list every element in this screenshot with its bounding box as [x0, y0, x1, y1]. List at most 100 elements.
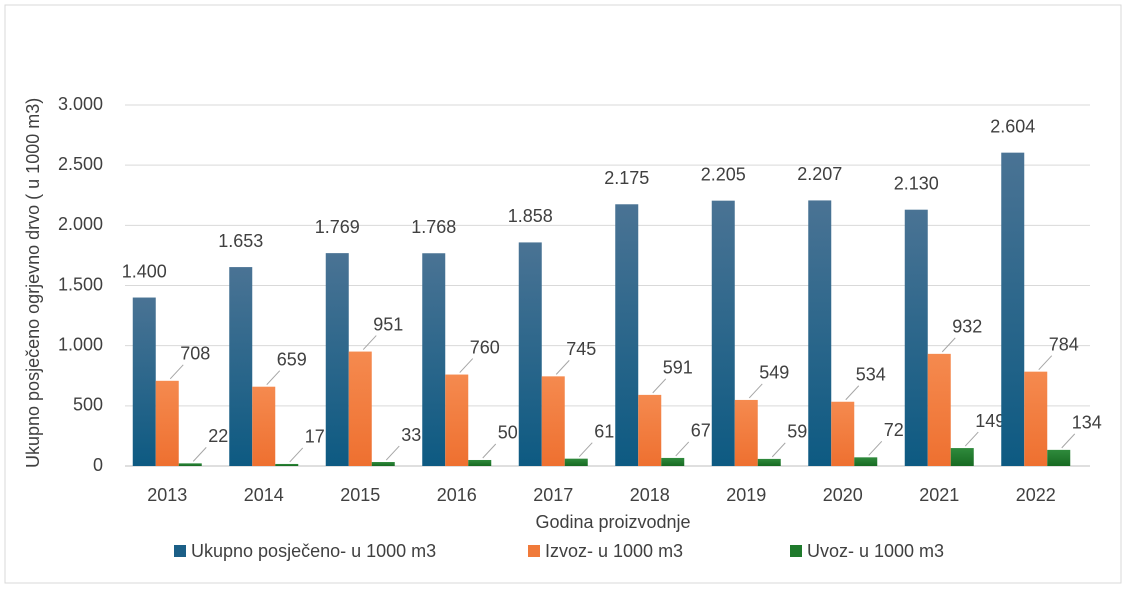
leader-line — [845, 385, 860, 401]
data-label: 50 — [498, 423, 518, 443]
data-label: 134 — [1072, 413, 1102, 433]
bar — [831, 401, 855, 466]
y-tick-label: 2.000 — [58, 214, 103, 234]
bar — [1024, 371, 1048, 466]
bar — [927, 353, 951, 466]
leader-line — [555, 360, 570, 375]
leader-line — [362, 335, 377, 350]
data-label: 2.207 — [797, 164, 842, 184]
data-label: 534 — [856, 364, 886, 384]
leader-line — [482, 443, 497, 459]
data-label: 1.769 — [315, 217, 360, 237]
bar — [638, 394, 662, 466]
legend-label: Ukupno posječeno- u 1000 m3 — [191, 541, 436, 561]
data-label: 549 — [759, 363, 789, 383]
data-label: 932 — [952, 317, 982, 337]
leader-line — [868, 440, 883, 456]
data-label: 33 — [401, 425, 421, 445]
bar — [178, 463, 202, 466]
bar — [564, 458, 588, 466]
data-label: 17 — [305, 427, 325, 447]
bar — [422, 253, 446, 466]
x-axis-title: Godina proizvodnje — [535, 512, 690, 532]
y-tick-label: 0 — [93, 455, 103, 475]
bar — [711, 200, 735, 467]
leader-line — [964, 431, 979, 447]
leader-line — [1038, 355, 1053, 370]
bar — [348, 351, 372, 466]
leader-line — [192, 447, 207, 462]
bar — [132, 297, 156, 466]
data-label: 22 — [208, 426, 228, 446]
leader-line — [459, 358, 474, 373]
legend-swatch — [790, 545, 802, 557]
data-label: 59 — [787, 422, 807, 442]
data-label: 708 — [180, 344, 210, 364]
x-tick-label: 2014 — [244, 485, 284, 505]
y-tick-label: 2.500 — [58, 154, 103, 174]
data-label: 72 — [884, 420, 904, 440]
bar — [734, 399, 758, 466]
data-label: 1.768 — [411, 217, 456, 237]
y-tick-label: 500 — [73, 395, 103, 415]
leader-line — [771, 442, 786, 458]
leader-line — [169, 364, 184, 380]
x-tick-label: 2017 — [533, 485, 573, 505]
data-label: 760 — [470, 337, 500, 357]
bar — [615, 204, 639, 466]
data-label: 2.205 — [701, 164, 746, 184]
data-label: 2.130 — [894, 173, 939, 193]
bar — [757, 458, 781, 466]
y-tick-label: 1.500 — [58, 274, 103, 294]
leader-line — [266, 370, 281, 386]
chart-border — [4, 4, 1122, 584]
x-tick-label: 2018 — [630, 485, 670, 505]
leader-line — [578, 442, 593, 457]
bar — [661, 457, 685, 466]
bar — [275, 463, 299, 466]
x-tick-label: 2021 — [919, 485, 959, 505]
data-label: 659 — [277, 349, 307, 369]
y-axis-title: Ukupno posječeno ogrjevno drvo ( u 1000 … — [23, 97, 43, 468]
bar — [1001, 152, 1025, 467]
data-label: 67 — [691, 421, 711, 441]
x-tick-label: 2020 — [823, 485, 863, 505]
bar — [541, 376, 565, 466]
bar — [950, 448, 974, 466]
bar — [252, 386, 276, 466]
data-label: 149 — [975, 411, 1005, 431]
x-tick-label: 2013 — [147, 485, 187, 505]
x-tick-label: 2019 — [726, 485, 766, 505]
leader-line — [675, 441, 690, 457]
bar — [904, 209, 928, 466]
data-label: 2.175 — [604, 168, 649, 188]
bar — [371, 462, 395, 466]
data-label: 2.604 — [990, 116, 1035, 136]
bar — [229, 267, 253, 466]
leader-line — [289, 447, 304, 463]
legend-swatch — [528, 545, 540, 557]
x-tick-label: 2022 — [1016, 485, 1056, 505]
data-label: 745 — [566, 339, 596, 359]
bar — [468, 459, 492, 466]
legend-label: Izvoz- u 1000 m3 — [545, 541, 683, 561]
x-tick-label: 2015 — [340, 485, 380, 505]
data-label: 1.858 — [508, 206, 553, 226]
bar — [445, 374, 469, 466]
data-label: 591 — [663, 358, 693, 378]
data-label: 784 — [1049, 334, 1079, 354]
y-tick-label: 3.000 — [58, 94, 103, 114]
bar — [854, 457, 878, 466]
bar — [325, 253, 349, 466]
leader-line — [748, 383, 763, 399]
legend-label: Uvoz- u 1000 m3 — [807, 541, 944, 561]
bar — [1047, 449, 1071, 466]
leader-line — [385, 445, 400, 461]
leader-line — [941, 337, 956, 353]
bar — [808, 200, 832, 467]
bar — [155, 380, 179, 466]
data-label: 1.400 — [122, 261, 167, 281]
data-label: 1.653 — [218, 231, 263, 251]
